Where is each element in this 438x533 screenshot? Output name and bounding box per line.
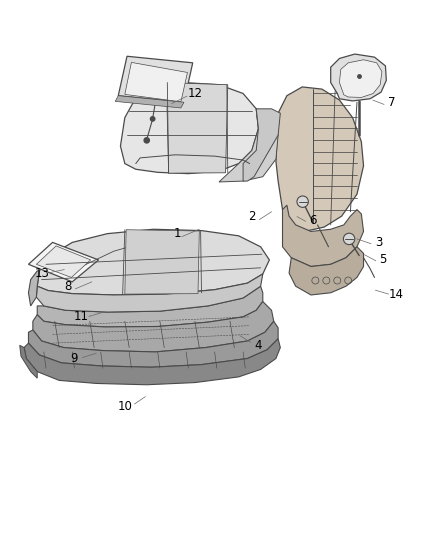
Polygon shape (276, 87, 364, 231)
Polygon shape (28, 243, 99, 282)
Polygon shape (28, 271, 39, 306)
Text: 3: 3 (375, 236, 382, 249)
Text: 9: 9 (71, 352, 78, 365)
Text: 10: 10 (117, 400, 132, 413)
Text: 11: 11 (74, 310, 88, 324)
Polygon shape (243, 109, 280, 181)
Text: 1: 1 (173, 227, 181, 240)
Polygon shape (289, 247, 364, 295)
Polygon shape (24, 339, 280, 385)
Polygon shape (36, 274, 263, 312)
Polygon shape (166, 83, 228, 173)
Text: 14: 14 (389, 288, 404, 302)
Circle shape (144, 138, 149, 143)
Text: 2: 2 (248, 209, 256, 223)
Circle shape (343, 233, 355, 245)
Polygon shape (125, 62, 187, 102)
Circle shape (151, 117, 155, 121)
Text: 7: 7 (388, 96, 396, 109)
Polygon shape (36, 246, 91, 278)
Text: 6: 6 (309, 214, 317, 227)
Polygon shape (118, 56, 193, 102)
Text: 4: 4 (254, 339, 262, 352)
Text: 13: 13 (34, 266, 49, 280)
Polygon shape (125, 230, 199, 294)
Polygon shape (33, 302, 274, 352)
Text: 12: 12 (187, 87, 202, 100)
Polygon shape (115, 96, 184, 108)
Polygon shape (28, 321, 278, 367)
Polygon shape (120, 83, 258, 174)
Polygon shape (339, 60, 382, 98)
Polygon shape (37, 286, 263, 327)
Polygon shape (37, 229, 269, 295)
Polygon shape (331, 54, 386, 101)
Polygon shape (283, 205, 364, 266)
Polygon shape (219, 109, 278, 182)
Circle shape (297, 196, 308, 207)
Polygon shape (20, 345, 37, 378)
Text: 5: 5 (380, 253, 387, 266)
Text: 8: 8 (64, 280, 71, 293)
